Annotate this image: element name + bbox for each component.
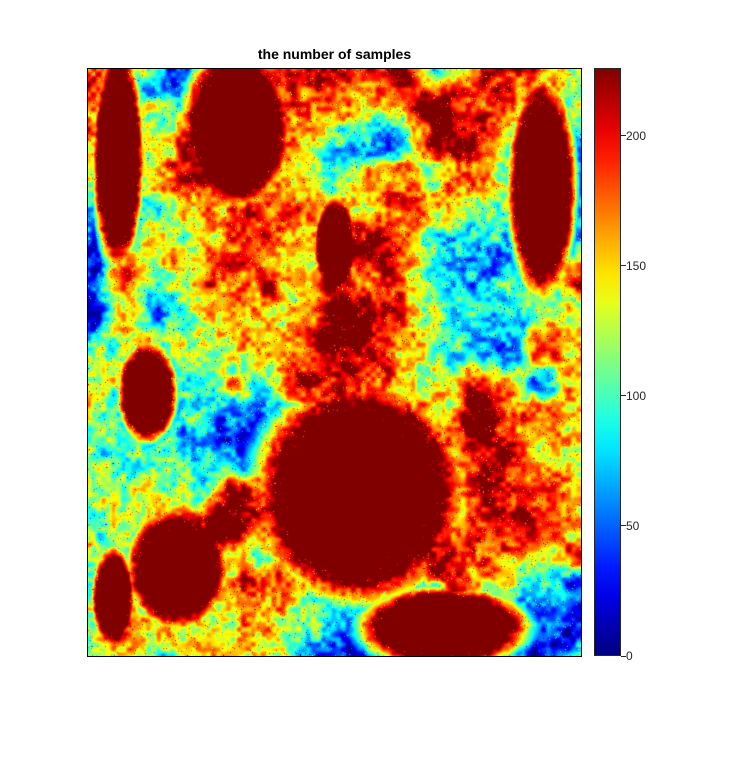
- chart-title: the number of samples: [257, 46, 412, 62]
- colorbar-tick: [621, 135, 626, 137]
- colorbar-tick-label: 100: [626, 388, 647, 403]
- colorbar-tick-label: 50: [626, 518, 640, 533]
- colorbar-tick: [621, 265, 626, 267]
- heatmap-image: [88, 69, 581, 656]
- colorbar-tick-label: 150: [626, 258, 647, 273]
- colorbar-tick: [621, 525, 626, 527]
- colorbar-tick: [621, 395, 626, 397]
- colorbar-tick: [621, 655, 626, 657]
- colorbar: [594, 68, 621, 656]
- colorbar-tick-label: 200: [626, 128, 647, 143]
- colorbar-tick-label: 0: [626, 649, 633, 663]
